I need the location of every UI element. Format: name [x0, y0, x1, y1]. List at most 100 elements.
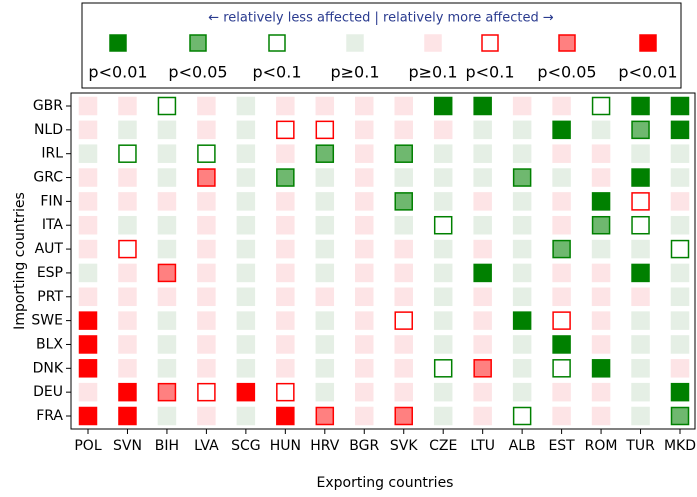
cell: [433, 263, 453, 283]
cell: [631, 311, 650, 330]
cell: [276, 215, 295, 235]
cell: [157, 239, 177, 259]
cell: [591, 96, 611, 116]
cell: [315, 168, 335, 187]
cell: [197, 406, 216, 426]
cell: [276, 311, 295, 330]
cell: [591, 144, 611, 163]
cell: [355, 96, 374, 116]
cell: [394, 287, 413, 307]
y-tick-label: IRL: [41, 146, 63, 162]
cell: [315, 120, 335, 140]
legend-label: p<0.01: [618, 63, 677, 82]
cell: [355, 335, 374, 354]
cell: [276, 287, 295, 307]
y-axis-title: Importing countries: [12, 192, 28, 330]
cell: [473, 120, 492, 140]
cell: [118, 311, 137, 330]
cell: [591, 335, 611, 354]
cell: [394, 120, 413, 140]
cell: [118, 359, 137, 378]
cell: [157, 120, 177, 140]
cell: [631, 287, 650, 307]
cell: [157, 192, 177, 211]
cell: [552, 239, 571, 259]
cell: [512, 287, 532, 307]
y-tick-label: BLX: [36, 336, 63, 352]
cell: [512, 192, 532, 211]
cell: [236, 287, 256, 307]
cell: [394, 192, 413, 211]
cell: [631, 335, 650, 354]
cell: [433, 144, 453, 163]
cell: [118, 335, 137, 354]
cell: [315, 335, 335, 354]
cell: [433, 311, 453, 330]
cell: [433, 239, 453, 259]
cell: [552, 359, 571, 378]
cell: [591, 120, 611, 140]
cell: [78, 239, 98, 259]
cell: [512, 263, 532, 283]
cell: [552, 168, 571, 187]
cell: [236, 239, 256, 259]
cell: [591, 168, 611, 187]
cell: [631, 382, 650, 402]
cell: [197, 382, 216, 402]
cell: [473, 215, 492, 235]
cell: [670, 335, 690, 354]
legend-swatch: [639, 34, 657, 52]
cell: [118, 215, 137, 235]
cell: [670, 359, 690, 378]
cell: [591, 239, 611, 259]
cell: [473, 382, 492, 402]
cell: [394, 359, 413, 378]
cell: [394, 263, 413, 283]
cell: [591, 263, 611, 283]
y-tick-label: AUT: [35, 241, 64, 257]
cell: [355, 239, 374, 259]
cell: [473, 96, 492, 116]
y-tick-label: NLD: [34, 122, 63, 138]
cell: [670, 287, 690, 307]
cell: [236, 406, 256, 426]
cell: [631, 359, 650, 378]
cell: [236, 311, 256, 330]
legend-label: p≥0.1: [330, 63, 379, 82]
cell: [355, 144, 374, 163]
cell: [157, 96, 177, 116]
x-tick-label: BIH: [155, 438, 179, 454]
cell: [473, 192, 492, 211]
cell: [670, 263, 690, 283]
cell: [276, 263, 295, 283]
cell: [512, 335, 532, 354]
x-tick-label: POL: [74, 438, 101, 454]
cell: [118, 263, 137, 283]
cell: [236, 168, 256, 187]
cell: [670, 96, 690, 116]
cell: [157, 168, 177, 187]
cell: [118, 382, 137, 402]
cell: [197, 192, 216, 211]
cell: [315, 96, 335, 116]
cell: [631, 120, 650, 140]
cell: [552, 192, 571, 211]
cell: [670, 120, 690, 140]
cell: [276, 96, 295, 116]
cell: [236, 192, 256, 211]
legend-swatch: [481, 34, 499, 52]
cell: [394, 239, 413, 259]
cell: [433, 382, 453, 402]
cell: [473, 263, 492, 283]
cell: [276, 168, 295, 187]
cell: [512, 406, 532, 426]
y-tick-label: FIN: [40, 193, 63, 209]
cell: [670, 215, 690, 235]
cell: [78, 215, 98, 235]
cell: [78, 287, 98, 307]
cell: [512, 239, 532, 259]
cell: [355, 168, 374, 187]
cell: [315, 263, 335, 283]
cell: [157, 287, 177, 307]
cell: [157, 215, 177, 235]
